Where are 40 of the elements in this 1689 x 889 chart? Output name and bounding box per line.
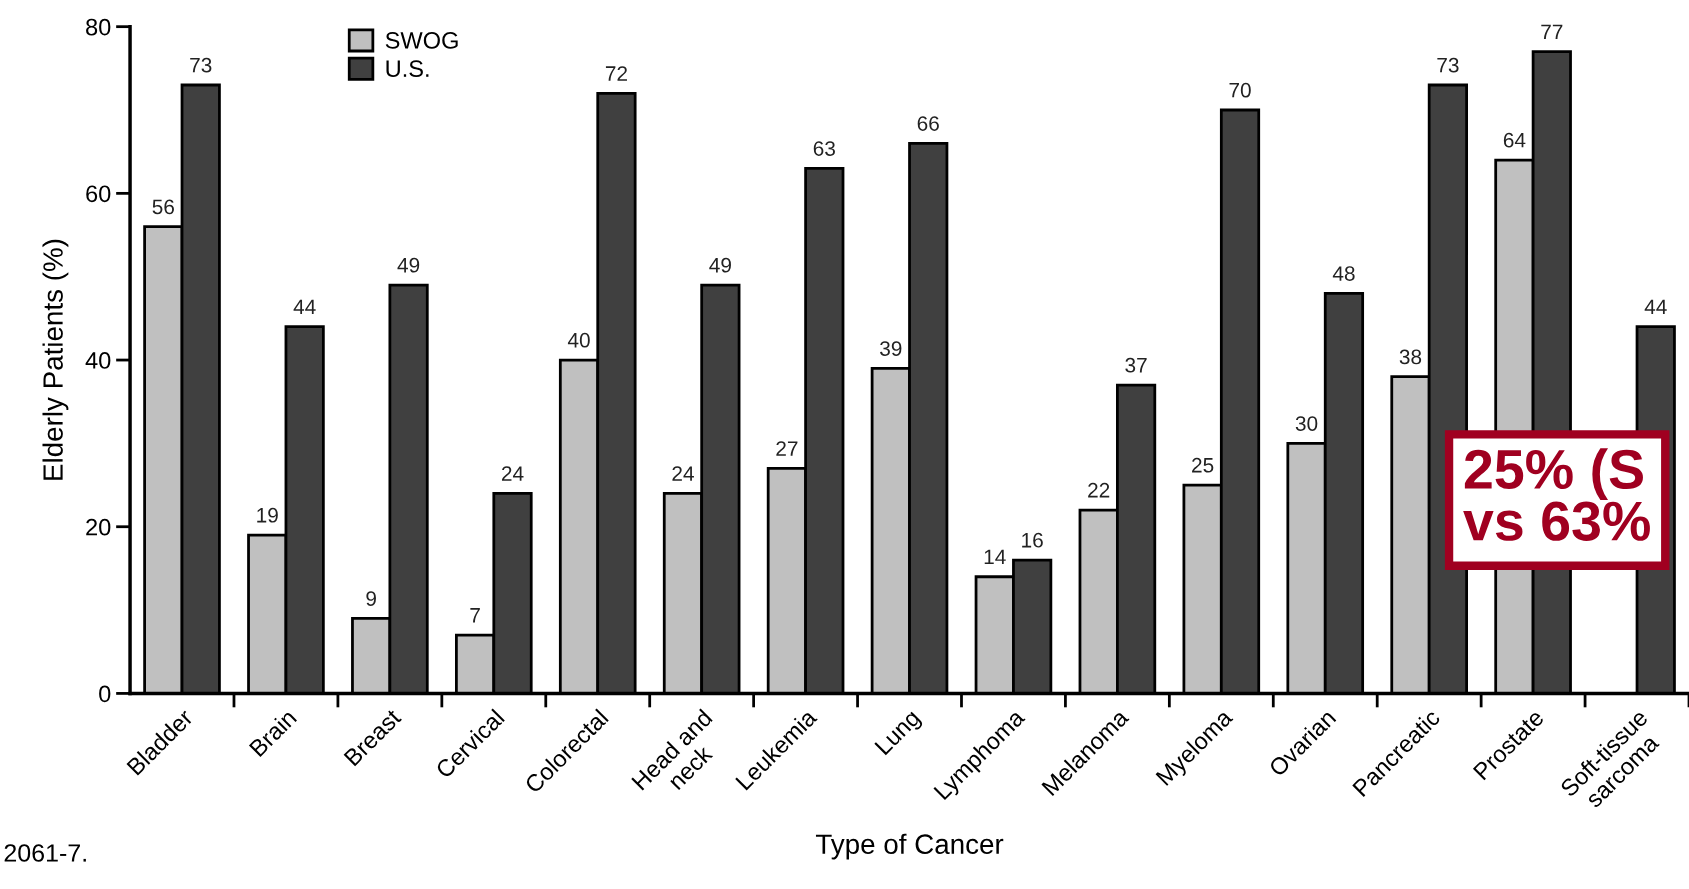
data-label: 44: [1644, 299, 1667, 315]
data-label: 70: [1229, 82, 1251, 98]
data-label: 40: [567, 332, 590, 348]
data-label: 77: [1541, 24, 1563, 40]
y-axis-title: Elderly Patients (%): [42, 239, 69, 480]
y-tick-label: 40: [85, 352, 111, 369]
data-label: 24: [501, 466, 524, 481]
data-label: 48: [1332, 266, 1355, 281]
x-axis-title: Type of Cancer: [815, 833, 1004, 860]
data-label: 16: [1022, 532, 1043, 548]
data-label: 38: [1399, 349, 1422, 365]
data-label: 37: [1125, 357, 1147, 373]
y-tick-label: 20: [86, 518, 111, 536]
data-label: 44: [293, 299, 316, 315]
data-label: 9: [366, 591, 376, 606]
legend-label: SWOG: [385, 32, 458, 49]
data-label: 66: [917, 116, 939, 131]
data-label: 30: [1295, 416, 1318, 431]
legend-label: U.S.: [386, 60, 429, 78]
data-label: 73: [1437, 57, 1459, 73]
data-label: 14: [984, 549, 1006, 565]
data-label: 49: [397, 257, 420, 273]
data-label: 56: [152, 199, 174, 215]
data-label: 72: [605, 66, 627, 81]
y-tick-label: 80: [86, 18, 111, 36]
data-label: 24: [672, 466, 694, 481]
data-label: 7: [470, 608, 480, 623]
data-label: 19: [257, 507, 278, 523]
y-tick-label: 0: [99, 685, 111, 703]
data-label: 27: [776, 441, 798, 456]
data-label: 64: [1503, 132, 1526, 148]
annotation: 25% (S vs 63%: [1463, 448, 1650, 541]
data-label: 39: [880, 341, 902, 356]
data-label: 49: [709, 257, 731, 273]
data-label: 73: [190, 57, 212, 73]
data-label: 63: [813, 141, 835, 156]
text: 2061-7.: [4, 844, 86, 862]
y-tick-label: 60: [86, 185, 111, 203]
data-label: 22: [1088, 482, 1110, 498]
data-label: 25: [1192, 457, 1214, 473]
